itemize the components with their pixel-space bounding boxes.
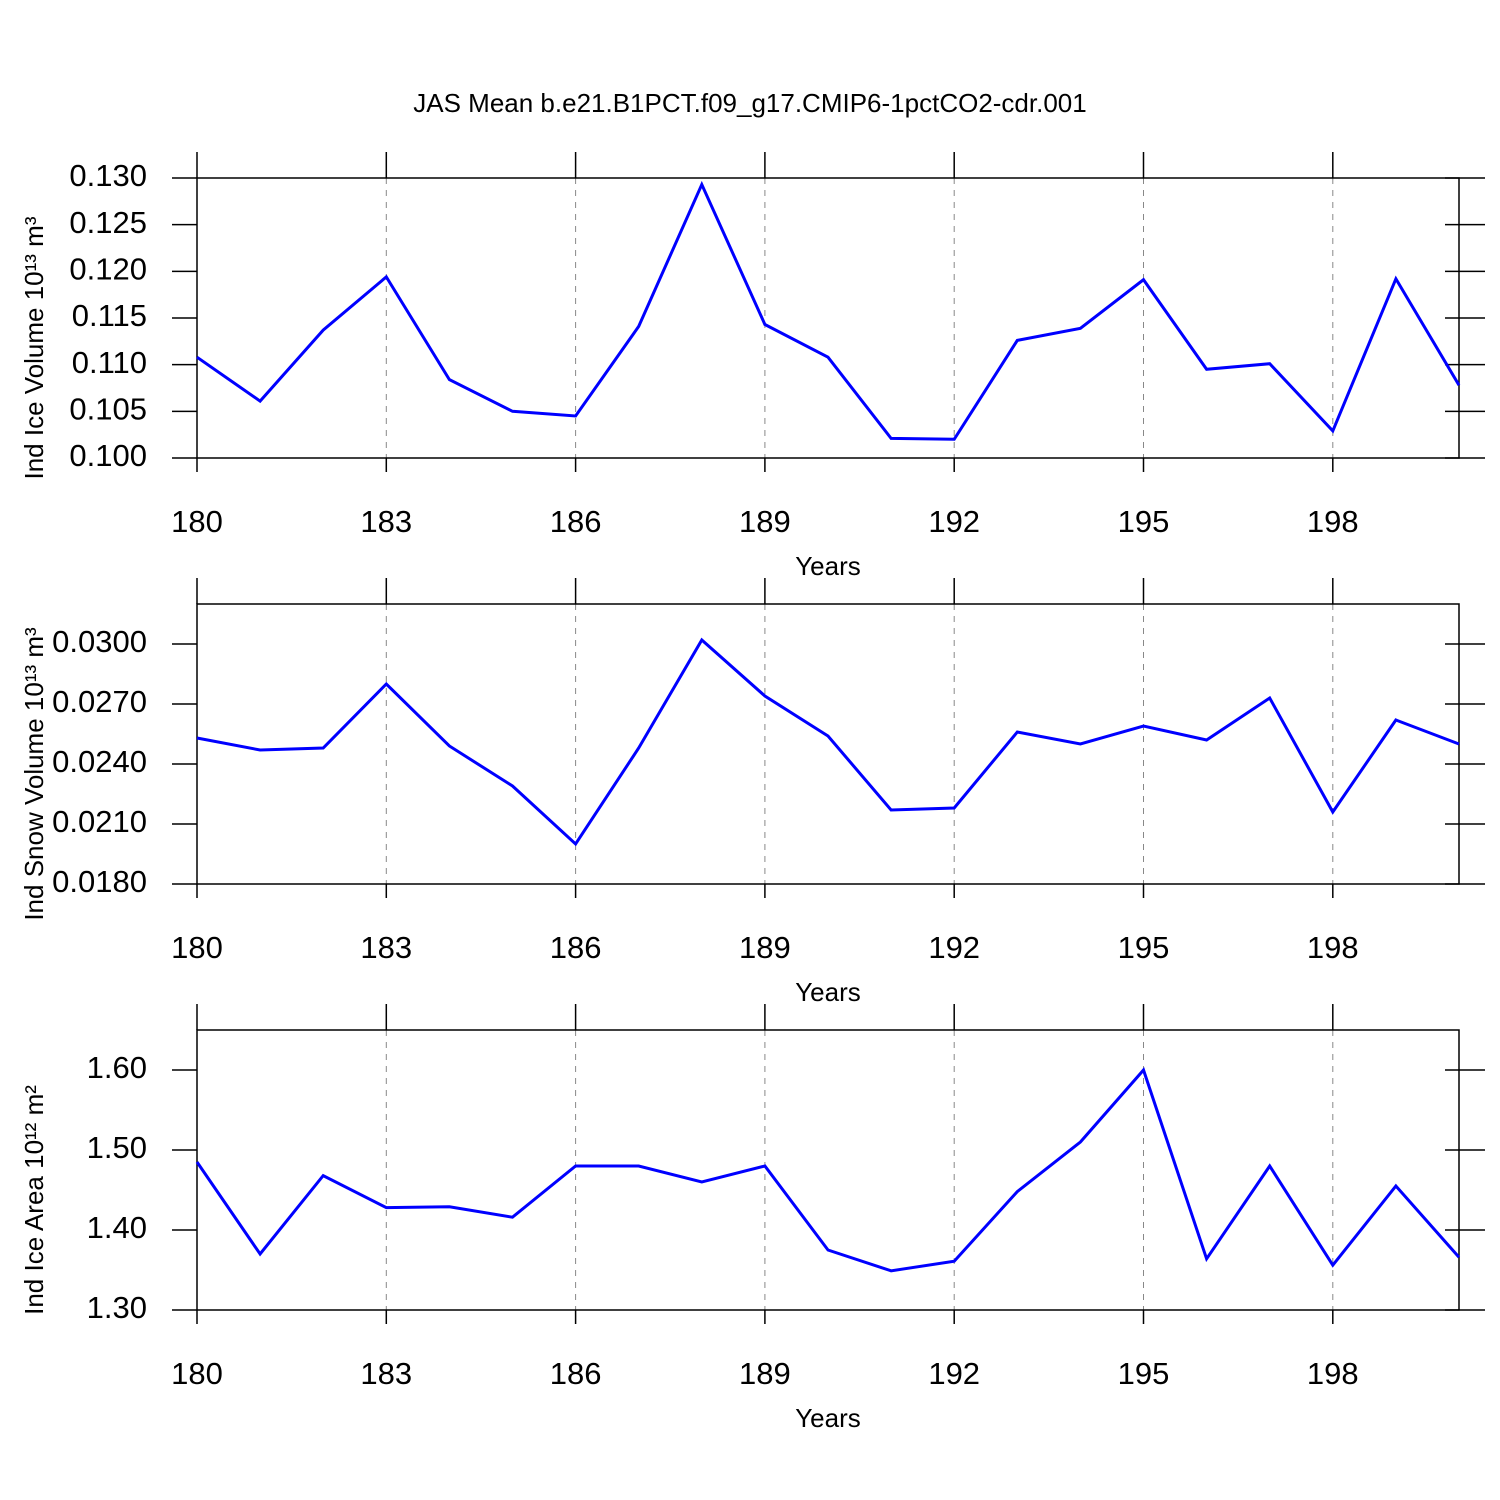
y-tick-label: 1.50 <box>87 1130 147 1165</box>
x-axis-label: Years <box>795 551 861 581</box>
plot-frame <box>196 1029 1460 1311</box>
y-tick-label: 0.125 <box>69 205 147 240</box>
y-tick-label: 0.0210 <box>52 804 147 839</box>
x-tick-label: 189 <box>739 930 791 965</box>
y-axis-label: Ind Ice Area 10¹² m² <box>19 1085 49 1315</box>
y-tick-label: 1.30 <box>87 1290 147 1325</box>
x-tick-label: 195 <box>1118 930 1170 965</box>
x-tick-label: 180 <box>171 504 223 539</box>
y-tick-label: 0.120 <box>69 252 147 287</box>
y-tick-label: 0.105 <box>69 392 147 427</box>
x-tick-label: 198 <box>1307 930 1359 965</box>
x-tick-label: 180 <box>171 930 223 965</box>
plot-frame <box>196 177 1460 459</box>
y-tick-label: 0.130 <box>69 158 147 193</box>
y-tick-label: 0.0270 <box>52 684 147 719</box>
data-line <box>196 180 1461 441</box>
figure-title: JAS Mean b.e21.B1PCT.f09_g17.CMIP6-1pctC… <box>413 88 1086 118</box>
x-tick-label: 183 <box>360 504 412 539</box>
x-tick-label: 192 <box>928 1356 980 1391</box>
x-tick-label: 192 <box>928 504 980 539</box>
y-tick-label: 0.0240 <box>52 744 147 779</box>
x-tick-label: 180 <box>171 1356 223 1391</box>
x-tick-label: 195 <box>1118 504 1170 539</box>
x-axis-label: Years <box>795 1403 861 1433</box>
y-axis-label: Ind Ice Volume 10¹³ m³ <box>19 216 49 479</box>
x-tick-label: 186 <box>550 504 602 539</box>
y-tick-label: 0.110 <box>72 345 147 380</box>
y-tick-label: 0.0180 <box>52 864 147 899</box>
x-tick-label: 189 <box>739 504 791 539</box>
data-line <box>195 1067 1461 1273</box>
y-tick-label: 0.115 <box>72 298 147 333</box>
x-tick-label: 183 <box>360 930 412 965</box>
x-tick-label: 189 <box>739 1356 791 1391</box>
x-tick-label: 198 <box>1307 504 1359 539</box>
y-tick-label: 0.100 <box>69 438 147 473</box>
y-tick-label: 0.0300 <box>52 624 147 659</box>
x-tick-label: 198 <box>1307 1356 1359 1391</box>
y-tick-label: 1.40 <box>87 1210 147 1245</box>
x-tick-label: 183 <box>360 1356 412 1391</box>
x-tick-label: 192 <box>928 930 980 965</box>
y-tick-label: 1.60 <box>87 1050 147 1085</box>
x-tick-label: 195 <box>1118 1356 1170 1391</box>
data-line <box>196 637 1460 847</box>
y-axis-label: Ind Snow Volume 10¹³ m³ <box>19 627 49 921</box>
x-axis-label: Years <box>795 977 861 1007</box>
x-tick-label: 186 <box>550 930 602 965</box>
x-tick-label: 186 <box>550 1356 602 1391</box>
